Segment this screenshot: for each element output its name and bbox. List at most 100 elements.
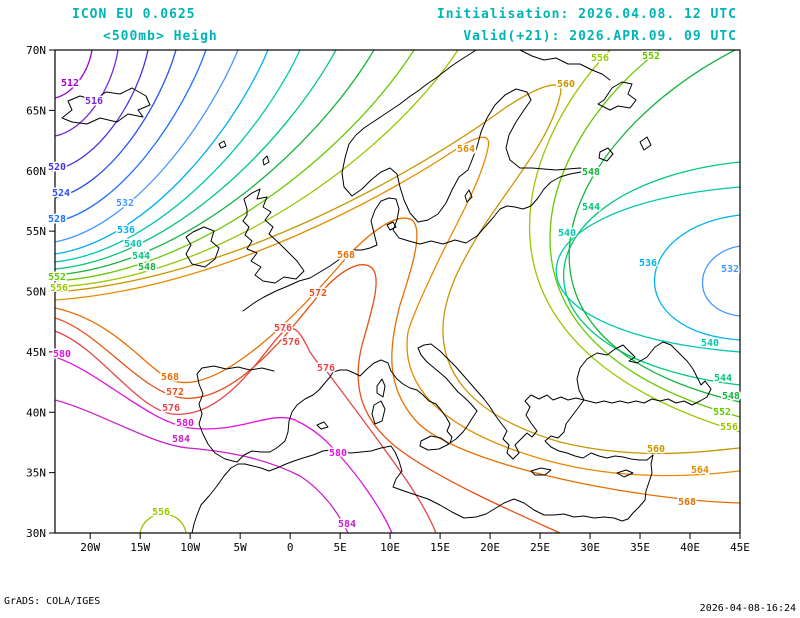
lon-tick-label: 10E: [380, 541, 400, 554]
contour-label: 520: [48, 162, 66, 173]
coast-iberia-italy: [196, 343, 478, 463]
contour-544: [55, 50, 740, 386]
contour-label: 552: [48, 272, 66, 283]
contour-label: 576: [317, 363, 335, 374]
contour-label: 532: [721, 264, 739, 275]
island-sicily: [419, 435, 450, 451]
contour-528: [55, 50, 207, 223]
lake-onega: [639, 136, 652, 151]
island-sardinia: [371, 400, 386, 425]
contour-label: 572: [166, 387, 184, 398]
contour-584: [55, 399, 349, 533]
contour-label: 556: [50, 283, 68, 294]
lat-tick-label: 50N: [26, 286, 46, 299]
contour-564: [55, 136, 740, 477]
contour-label: 540: [124, 239, 142, 250]
contour-label: 548: [138, 262, 156, 273]
contour-label: 564: [457, 144, 475, 155]
level-title: <500mb> Heigh: [103, 29, 218, 44]
lon-tick-label: 25E: [530, 541, 550, 554]
contour-labels: 5125165205245285325365405445485525565605…: [46, 50, 741, 532]
lat-tick-label: 60N: [26, 165, 46, 178]
lon-tick-label: 45E: [730, 541, 750, 554]
contour-label: 548: [722, 391, 740, 402]
contour-label: 580: [176, 418, 194, 429]
contour-label: 540: [701, 338, 719, 349]
coast-ireland: [185, 226, 220, 268]
coast-mainland-nw: [242, 170, 593, 312]
contour-label: 568: [678, 497, 696, 508]
lon-tick-label: 20W: [80, 541, 100, 554]
contour-label: 536: [639, 258, 657, 269]
coast-anatolia-africa: [191, 399, 654, 533]
contour-label: 576: [162, 403, 180, 414]
lake-ladoga: [598, 147, 614, 162]
lat-tick-label: 45N: [26, 346, 46, 359]
lon-tick-label: 30E: [580, 541, 600, 554]
island-faroe: [218, 140, 227, 149]
contour-label: 516: [85, 96, 103, 107]
lon-tick-label: 0: [287, 541, 294, 554]
lat-tick-label: 30N: [26, 527, 46, 540]
contour-label: 556: [720, 422, 738, 433]
contour-label: 540: [558, 228, 576, 239]
coast-fennoscandia: [341, 50, 593, 223]
contour-520: [55, 50, 149, 171]
init-time: Initialisation: 2026.04.08. 12 UTC: [437, 7, 737, 22]
lon-tick-label: 35E: [630, 541, 650, 554]
contour-label: 552: [713, 407, 731, 418]
axis-labels: 70N 65N 60N 55N 50N 45N 40N 35N 30N 20W 15W 10W 5W 0 5…: [26, 44, 750, 554]
contour-576: [55, 327, 437, 533]
island-zealand: [386, 221, 397, 231]
lon-tick-label: 20E: [480, 541, 500, 554]
contour-lines: [55, 50, 740, 533]
lat-tick-label: 65N: [26, 104, 46, 117]
contour-label: 536: [117, 225, 135, 236]
contour-label: 560: [557, 79, 575, 90]
contour-label: 584: [338, 519, 356, 530]
contour-label: 556: [152, 507, 170, 518]
coast-white-sea: [597, 81, 637, 111]
lon-tick-label: 5E: [334, 541, 347, 554]
contour-label: 548: [582, 167, 600, 178]
contour-label: 576: [282, 337, 300, 348]
contour-552: [55, 50, 740, 418]
lon-tick-label: 15W: [130, 541, 150, 554]
lon-tick-label: 40E: [680, 541, 700, 554]
contour-524: [55, 50, 177, 199]
lat-tick-label: 55N: [26, 225, 46, 238]
contour-label: 532: [116, 198, 134, 209]
lat-tick-label: 35N: [26, 467, 46, 480]
contour-label: 528: [48, 214, 66, 225]
valid-time: Valid(+21): 2026.APR.09. 09 UTC: [463, 29, 737, 44]
lon-tick-label: 5W: [234, 541, 248, 554]
contour-label: 564: [691, 465, 709, 476]
contour-label: 556: [591, 53, 609, 64]
contour-516: [55, 50, 119, 137]
contour-label: 580: [53, 349, 71, 360]
island-mallorca: [316, 421, 329, 430]
island-cyprus: [616, 469, 634, 478]
lon-tick-label: 10W: [180, 541, 200, 554]
island-corsica: [376, 378, 386, 398]
model-title: ICON EU 0.0625: [72, 7, 196, 22]
contour-548: [55, 50, 740, 403]
lat-tick-label: 40N: [26, 406, 46, 419]
contour-540: [55, 50, 740, 353]
contour-label: 568: [337, 250, 355, 261]
island-shetland: [262, 155, 270, 166]
contour-532: [55, 50, 740, 317]
contour-label: 552: [642, 51, 660, 62]
contour-536: [55, 50, 740, 341]
island-gotland: [464, 189, 473, 203]
coast-black-sea: [576, 341, 712, 406]
lat-tick-label: 70N: [26, 44, 46, 57]
contour-label: 560: [647, 444, 665, 455]
grads-credit: GrADS: COLA/IGES: [4, 596, 100, 607]
contour-label: 584: [172, 434, 190, 445]
coastlines: [61, 50, 712, 533]
contour-label: 544: [714, 373, 732, 384]
contour-label: 544: [582, 202, 600, 213]
